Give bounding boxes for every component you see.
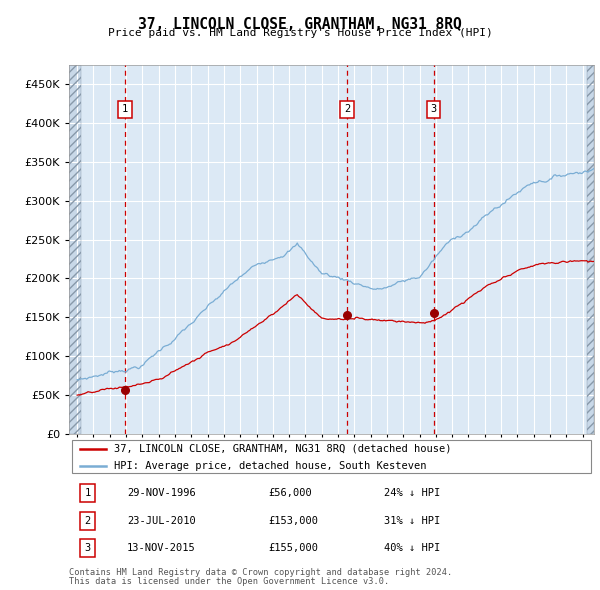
Text: 29-NOV-1996: 29-NOV-1996 [127, 489, 196, 499]
Text: 37, LINCOLN CLOSE, GRANTHAM, NG31 8RQ: 37, LINCOLN CLOSE, GRANTHAM, NG31 8RQ [138, 17, 462, 31]
Text: Price paid vs. HM Land Registry's House Price Index (HPI): Price paid vs. HM Land Registry's House … [107, 28, 493, 38]
Text: 37, LINCOLN CLOSE, GRANTHAM, NG31 8RQ (detached house): 37, LINCOLN CLOSE, GRANTHAM, NG31 8RQ (d… [113, 444, 451, 454]
Text: 3: 3 [431, 104, 437, 114]
Text: 2: 2 [84, 516, 91, 526]
Bar [69, 65, 81, 434]
Text: 24% ↓ HPI: 24% ↓ HPI [384, 489, 440, 499]
Bar [587, 65, 594, 434]
Text: 31% ↓ HPI: 31% ↓ HPI [384, 516, 440, 526]
Text: 1: 1 [122, 104, 128, 114]
Text: 1: 1 [84, 489, 91, 499]
Text: £153,000: £153,000 [269, 516, 319, 526]
Bar [587, 65, 594, 434]
Bar [69, 65, 81, 434]
Text: 23-JUL-2010: 23-JUL-2010 [127, 516, 196, 526]
Text: Contains HM Land Registry data © Crown copyright and database right 2024.: Contains HM Land Registry data © Crown c… [69, 568, 452, 576]
Text: 3: 3 [84, 543, 91, 553]
Text: £56,000: £56,000 [269, 489, 312, 499]
Text: HPI: Average price, detached house, South Kesteven: HPI: Average price, detached house, Sout… [113, 461, 426, 471]
FancyBboxPatch shape [71, 440, 592, 473]
Text: 40% ↓ HPI: 40% ↓ HPI [384, 543, 440, 553]
Text: 13-NOV-2015: 13-NOV-2015 [127, 543, 196, 553]
Text: £155,000: £155,000 [269, 543, 319, 553]
Text: This data is licensed under the Open Government Licence v3.0.: This data is licensed under the Open Gov… [69, 577, 389, 586]
Text: 2: 2 [344, 104, 350, 114]
